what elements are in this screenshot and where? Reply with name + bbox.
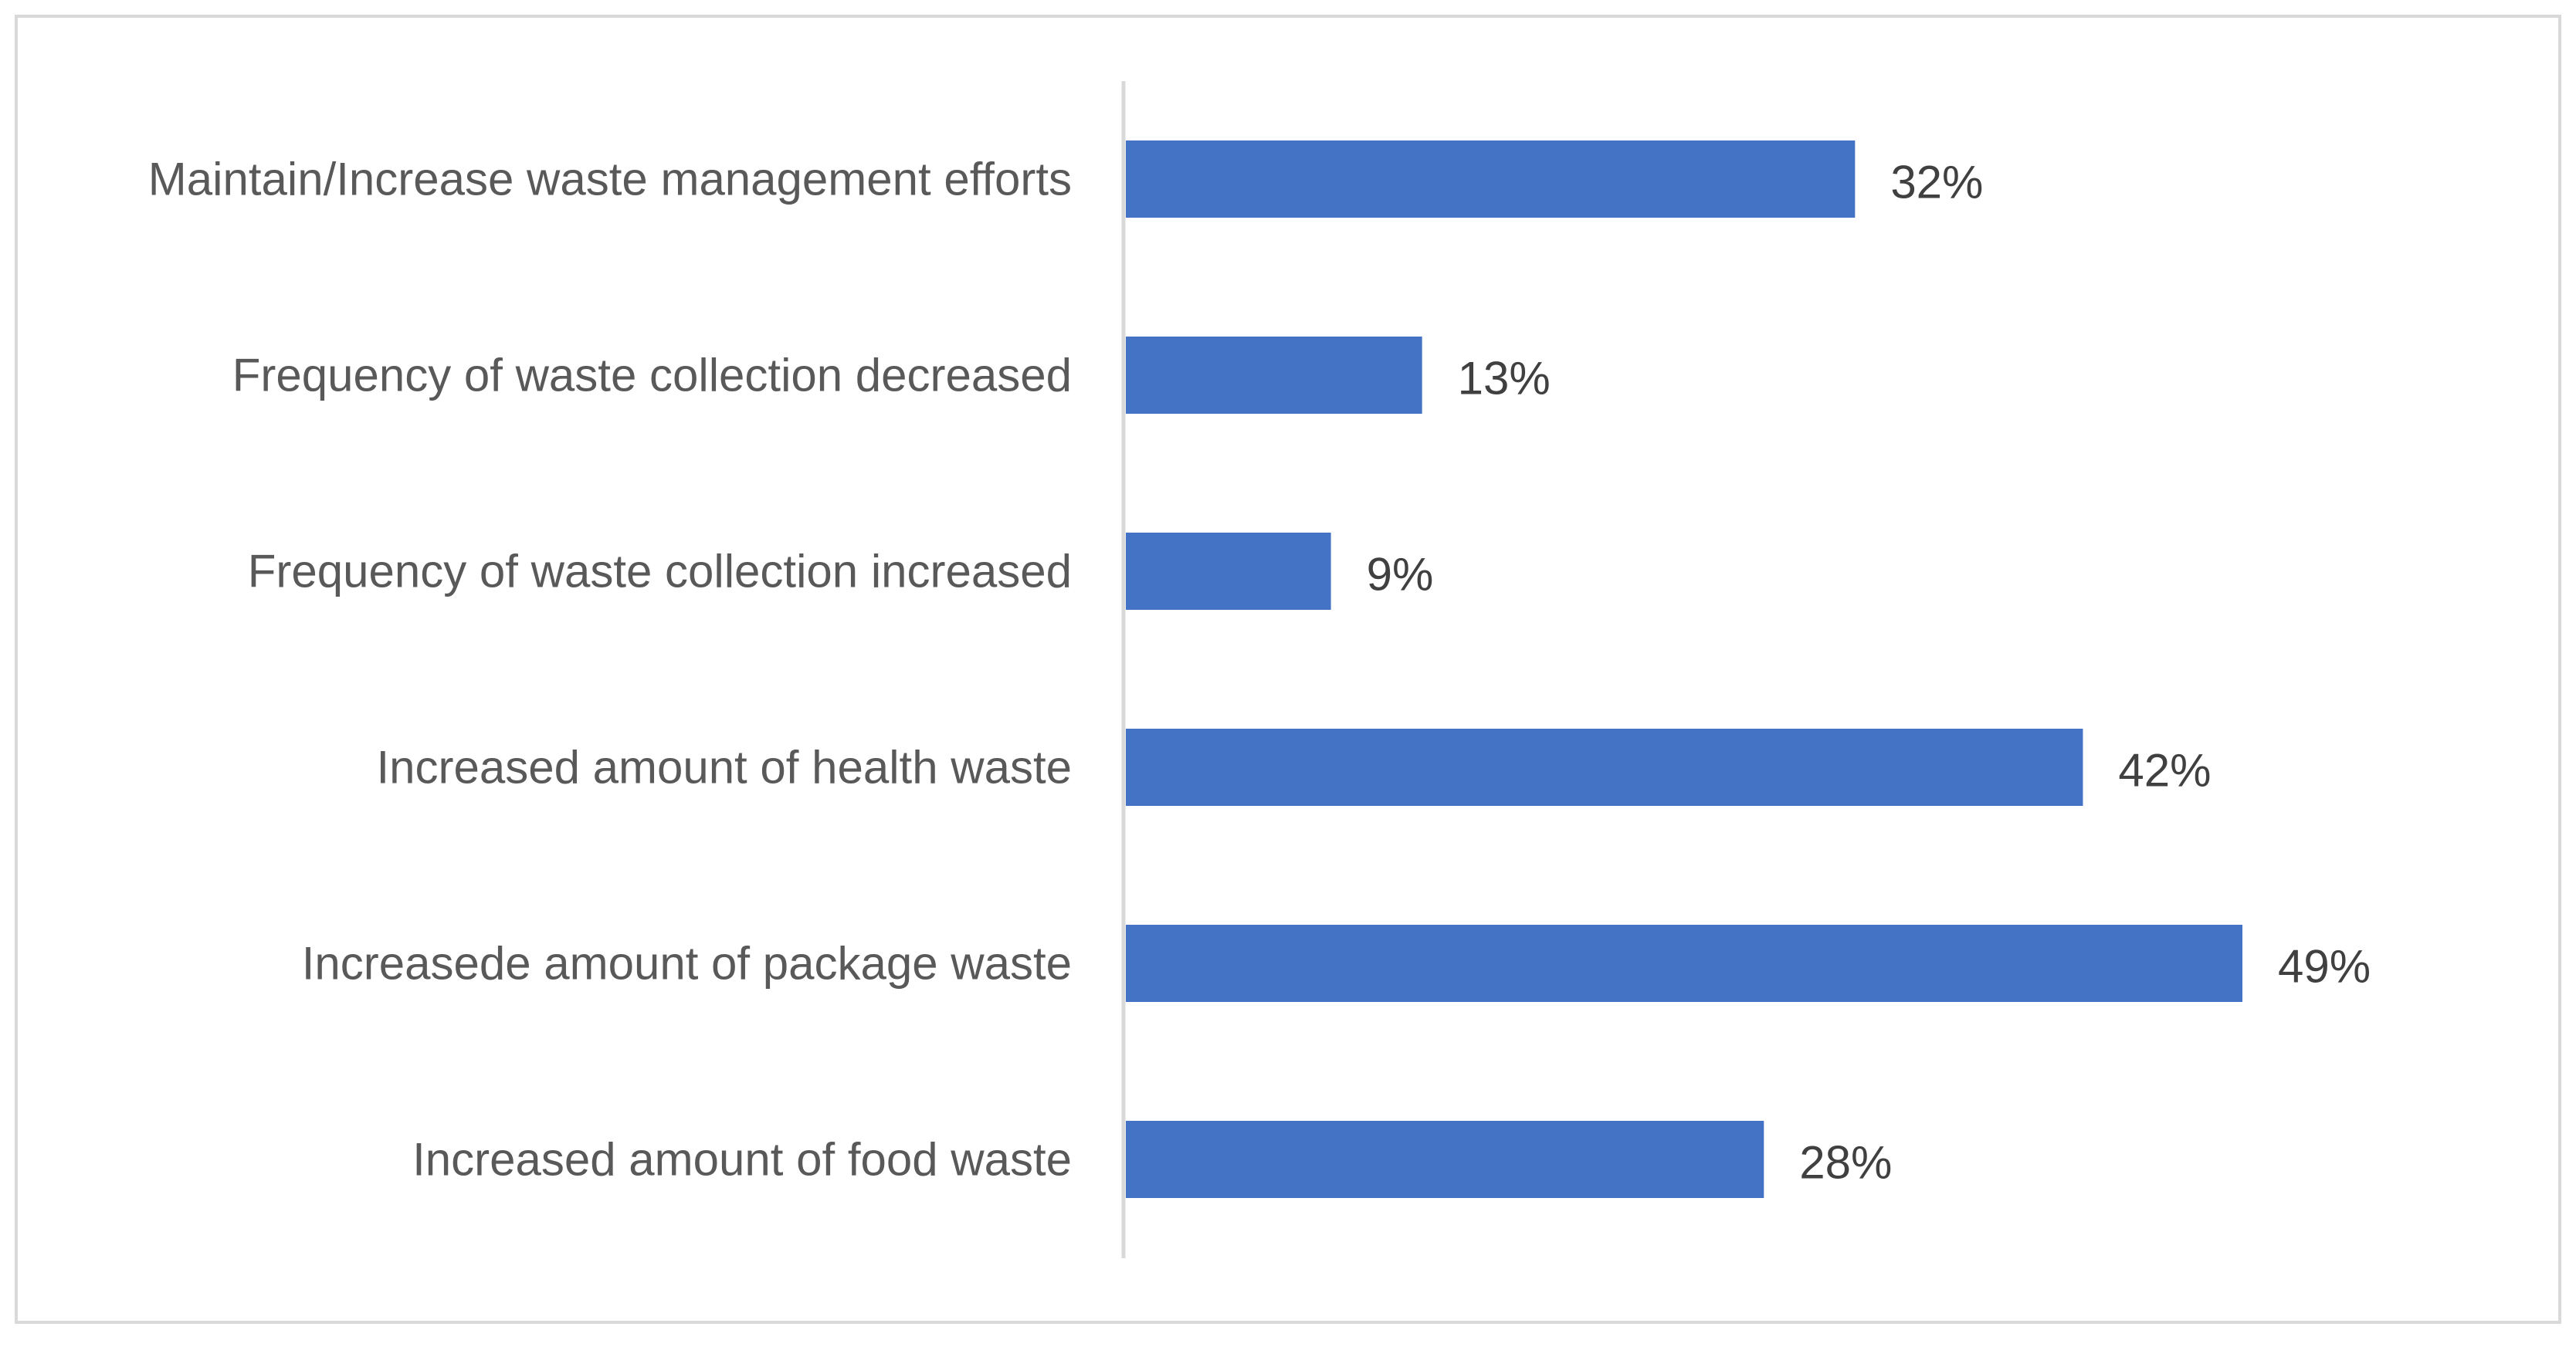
data-label: 28% <box>1799 1137 1892 1189</box>
bar <box>1126 140 1856 218</box>
data-label: 49% <box>2278 941 2371 993</box>
data-label: 9% <box>1367 549 1434 601</box>
bars-layer <box>1126 140 2242 1198</box>
bar <box>1126 1121 1764 1198</box>
bar <box>1126 925 2242 1002</box>
data-label: 42% <box>2118 745 2211 797</box>
data-label: 13% <box>1458 353 1551 404</box>
labels-layer: Maintain/Increase waste management effor… <box>148 154 2371 1189</box>
category-label: Increased amount of health waste <box>376 742 1072 794</box>
category-label: Frequency of waste collection decreased <box>232 350 1072 401</box>
bar <box>1126 337 1422 414</box>
category-label: Increased amount of food waste <box>412 1134 1072 1186</box>
bar <box>1126 729 2083 806</box>
chart-frame <box>15 15 2561 1324</box>
category-label: Increasede amount of package waste <box>302 938 1072 990</box>
category-label: Maintain/Increase waste management effor… <box>148 154 1072 205</box>
bar <box>1126 533 1331 610</box>
data-label: 32% <box>1890 157 1983 208</box>
category-label: Frequency of waste collection increased <box>248 546 1072 597</box>
